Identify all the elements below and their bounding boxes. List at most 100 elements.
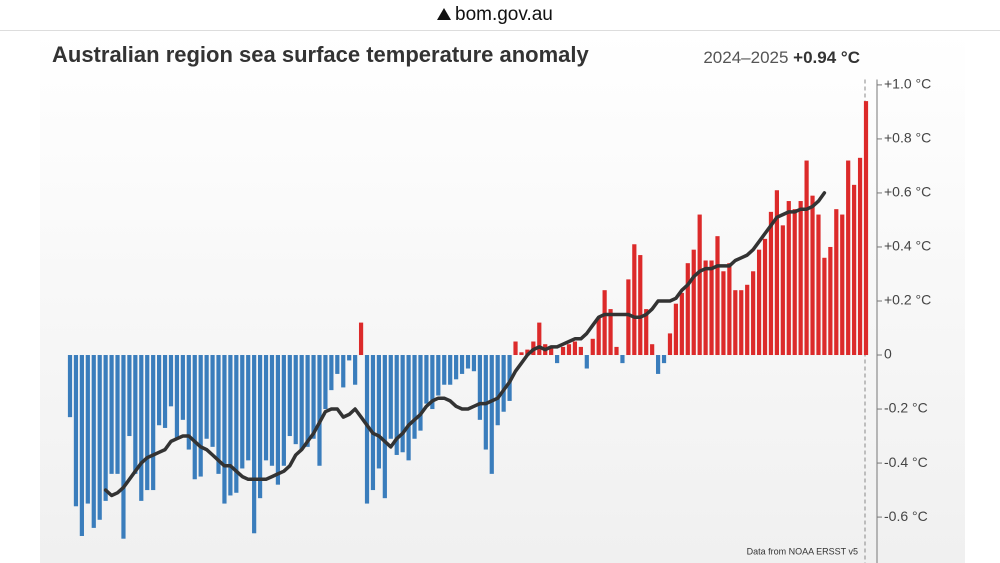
bar [287, 355, 292, 437]
bar [222, 355, 227, 504]
bar [418, 355, 423, 431]
bar [525, 349, 530, 356]
y-tick-label: -0.4 °C [884, 454, 928, 470]
bar [317, 355, 322, 466]
bar [495, 355, 500, 426]
bar [388, 355, 393, 439]
bar [73, 355, 79, 507]
bar [400, 355, 405, 453]
bar [139, 355, 144, 501]
bar [157, 355, 162, 426]
bar [364, 355, 370, 504]
bar [804, 160, 809, 356]
bar [661, 355, 667, 364]
bar [762, 238, 768, 356]
bar [733, 290, 738, 356]
browser-bar [0, 0, 1000, 30]
y-tick-label: -0.6 °C [884, 508, 928, 524]
plot: +1.0 °C +0.8 °C +0.6 °C +0.4 °C +0.2 °C 0 -0.2… [67, 76, 931, 563]
y-tick-label: +0.8 °C [884, 130, 931, 146]
y-tick-label: +0.6 °C [884, 184, 931, 200]
bar [650, 344, 655, 356]
bar [620, 355, 625, 364]
bar [555, 355, 560, 364]
bar [198, 355, 203, 477]
bar [240, 355, 245, 469]
bar [691, 249, 696, 356]
bar [721, 271, 726, 356]
bar [293, 355, 298, 445]
bar [257, 355, 263, 499]
bar [822, 257, 827, 356]
bar [644, 309, 649, 356]
bar [347, 355, 352, 361]
bar [501, 355, 506, 412]
bar [756, 249, 762, 356]
bar [382, 355, 387, 499]
bar [121, 355, 126, 539]
bar [774, 190, 779, 356]
bar [323, 355, 328, 410]
bar [810, 195, 815, 356]
bar [115, 355, 120, 474]
bar [168, 355, 174, 407]
y-tick-label: +0.4 °C [884, 238, 931, 254]
bar [341, 355, 346, 388]
bar [448, 355, 453, 385]
bar [751, 271, 756, 356]
trend-line [103, 191, 827, 498]
bar [269, 355, 275, 466]
bar [709, 260, 714, 356]
bar [578, 346, 583, 356]
bar [353, 355, 358, 385]
y-tick-label: +0.2 °C [884, 292, 931, 308]
bar [477, 355, 482, 420]
bar [697, 214, 702, 356]
bar [828, 246, 833, 356]
bar [727, 263, 732, 356]
bar [424, 355, 429, 404]
source-note: Data from NOAA ERSST v5 [747, 546, 858, 556]
bar [816, 214, 821, 356]
bar [549, 346, 554, 356]
bar [281, 355, 286, 466]
bar [370, 355, 376, 491]
bar [358, 322, 364, 356]
bar [715, 236, 720, 356]
bar [127, 355, 132, 437]
bar [667, 333, 673, 356]
bar [109, 355, 114, 474]
bar [566, 344, 572, 356]
bar [252, 355, 257, 534]
bar [186, 355, 191, 450]
bar [145, 355, 150, 491]
url[interactable]: bom.gov.au [455, 4, 553, 25]
bar [655, 355, 661, 374]
bar [376, 355, 381, 469]
bar [572, 341, 578, 356]
bar [679, 292, 684, 356]
bar [745, 284, 750, 356]
chart-title: Australian region sea surface temperatur… [52, 42, 590, 67]
bar [638, 255, 643, 356]
bar [442, 355, 447, 385]
bar [673, 303, 679, 356]
bar [151, 355, 156, 491]
bar [786, 201, 791, 356]
bar [780, 225, 785, 356]
bar [210, 355, 215, 447]
bar [204, 355, 209, 439]
bar [584, 355, 589, 369]
bar [275, 355, 281, 485]
bar [489, 355, 494, 474]
bar [234, 355, 239, 493]
bar [216, 355, 221, 474]
period: 2024–2025 [703, 48, 788, 67]
bar [305, 355, 310, 447]
latest-value: +0.94 °C [793, 48, 860, 67]
bar [103, 355, 108, 501]
bar [436, 355, 441, 396]
bar [97, 355, 102, 520]
bar [507, 355, 512, 401]
